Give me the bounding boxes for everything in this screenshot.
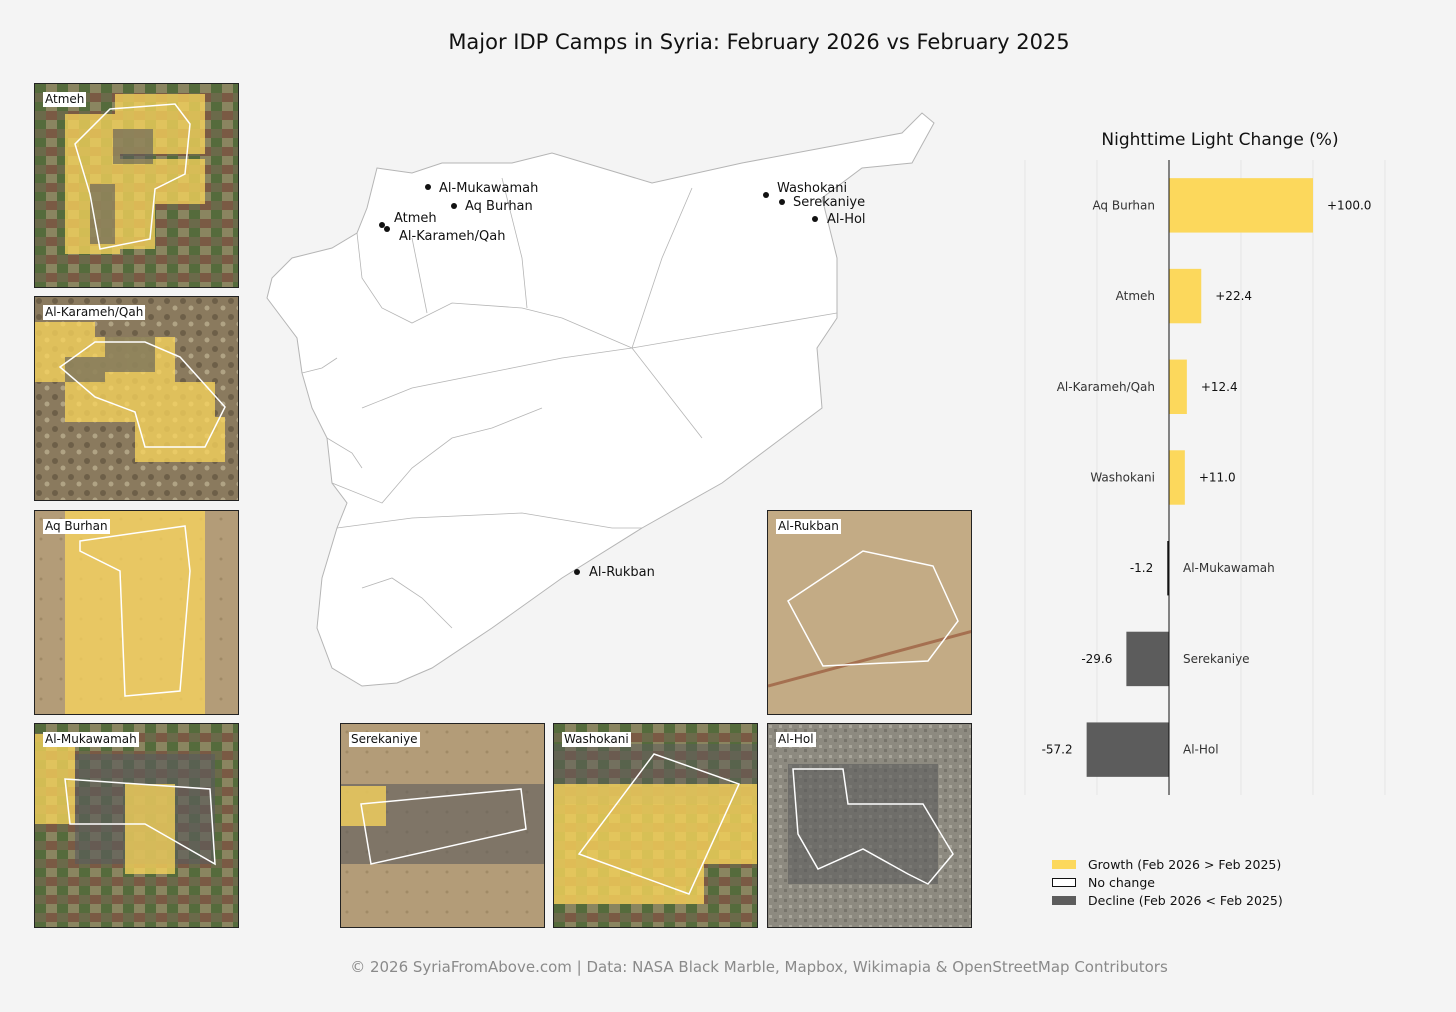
legend-decline-label: Decline (Feb 2026 < Feb 2025)	[1088, 892, 1283, 908]
chart-value-label: +11.0	[1199, 471, 1236, 485]
inset-serekaniye-label: Serekaniye	[349, 732, 420, 747]
legend-no-change-label: No change	[1088, 874, 1155, 890]
chart-category-label: Serekaniye	[1183, 652, 1250, 666]
map-label-aq-burhan: Aq Burhan	[465, 199, 533, 214]
map-label-al-karameh: Al-Karameh/Qah	[399, 229, 506, 244]
inset-washokani-satellite	[554, 724, 757, 927]
chart-value-label: -1.2	[1130, 561, 1153, 575]
inset-al-karameh-satellite	[35, 297, 238, 500]
inset-serekaniye: Serekaniye	[340, 723, 545, 928]
map-label-al-hol: Al-Hol	[827, 212, 866, 227]
legend-no-change: No change	[1052, 873, 1283, 891]
inset-al-hol-label: Al-Hol	[776, 732, 816, 747]
legend-growth-swatch	[1052, 859, 1076, 869]
map-label-atmeh: Atmeh	[394, 211, 437, 226]
chart-category-label: Atmeh	[1116, 289, 1155, 303]
chart-value-label: +100.0	[1327, 198, 1371, 212]
chart-bar	[1126, 631, 1169, 687]
inset-al-hol-satellite	[768, 724, 971, 927]
map-label-al-mukawamah: Al-Mukawamah	[439, 181, 538, 196]
legend-growth: Growth (Feb 2026 > Feb 2025)	[1052, 855, 1283, 873]
syria-map: Al-Mukawamah Aq Burhan Atmeh Al-Karameh/…	[262, 108, 942, 693]
inset-aq-burhan-label: Aq Burhan	[43, 519, 110, 534]
legend-no-change-swatch	[1052, 877, 1076, 887]
chart-bar	[1169, 268, 1202, 324]
chart-bar	[1086, 722, 1169, 777]
inset-al-mukawamah-satellite	[35, 724, 238, 927]
inset-al-mukawamah-label: Al-Mukawamah	[43, 732, 139, 747]
inset-al-rukban-label: Al-Rukban	[776, 519, 841, 534]
chart-category-label: Al-Mukawamah	[1183, 561, 1275, 575]
chart-category-label: Al-Hol	[1183, 743, 1219, 757]
chart-value-label: +22.4	[1215, 289, 1252, 303]
chart-category-label: Washokani	[1090, 471, 1155, 485]
inset-aq-burhan: Aq Burhan	[34, 510, 239, 715]
map-label-al-rukban: Al-Rukban	[589, 565, 655, 580]
inset-al-karameh: Al-Karameh/Qah	[34, 296, 239, 501]
inset-atmeh: Atmeh	[34, 83, 239, 288]
chart-bar	[1169, 450, 1185, 505]
inset-al-karameh-label: Al-Karameh/Qah	[43, 305, 146, 320]
chart-bar	[1167, 541, 1169, 596]
inset-al-rukban-satellite	[768, 511, 971, 714]
legend-decline-swatch	[1052, 895, 1076, 905]
chart-value-label: -29.6	[1081, 652, 1112, 666]
map-label-serekaniye: Serekaniye	[793, 195, 865, 210]
inset-atmeh-label: Atmeh	[43, 92, 87, 107]
syria-outline	[266, 112, 935, 687]
chart-category-label: Aq Burhan	[1092, 198, 1155, 212]
chart-title: Nighttime Light Change (%)	[1101, 130, 1338, 150]
chart-value-label: -57.2	[1042, 743, 1073, 757]
map-label-washokani: Washokani	[777, 181, 847, 196]
inset-al-mukawamah: Al-Mukawamah	[34, 723, 239, 928]
footer-credit: © 2026 SyriaFromAbove.com | Data: NASA B…	[350, 958, 1168, 976]
chart-category-label: Al-Karameh/Qah	[1057, 380, 1155, 394]
syria-map-svg: Al-Mukawamah Aq Burhan Atmeh Al-Karameh/…	[266, 112, 935, 687]
chart-bar	[1169, 359, 1187, 414]
legend-decline: Decline (Feb 2026 < Feb 2025)	[1052, 891, 1283, 909]
inset-washokani-label: Washokani	[562, 732, 631, 747]
inset-al-hol: Al-Hol	[767, 723, 972, 928]
legend-growth-label: Growth (Feb 2026 > Feb 2025)	[1088, 856, 1282, 872]
main-title: Major IDP Camps in Syria: February 2026 …	[448, 30, 1070, 54]
inset-aq-burhan-satellite	[35, 511, 238, 714]
inset-al-rukban: Al-Rukban	[767, 510, 972, 715]
chart-bar	[1169, 178, 1313, 233]
inset-atmeh-satellite	[35, 84, 238, 287]
inset-serekaniye-satellite	[341, 724, 544, 927]
chart-legend: Growth (Feb 2026 > Feb 2025) No change D…	[1052, 855, 1283, 909]
nighttime-light-chart: Nighttime Light Change (%) Aq Burhan +100…	[1020, 120, 1420, 800]
inset-washokani: Washokani	[553, 723, 758, 928]
nighttime-light-chart-svg: Nighttime Light Change (%) Aq Burhan +100…	[1024, 130, 1386, 795]
chart-value-label: +12.4	[1201, 380, 1238, 394]
